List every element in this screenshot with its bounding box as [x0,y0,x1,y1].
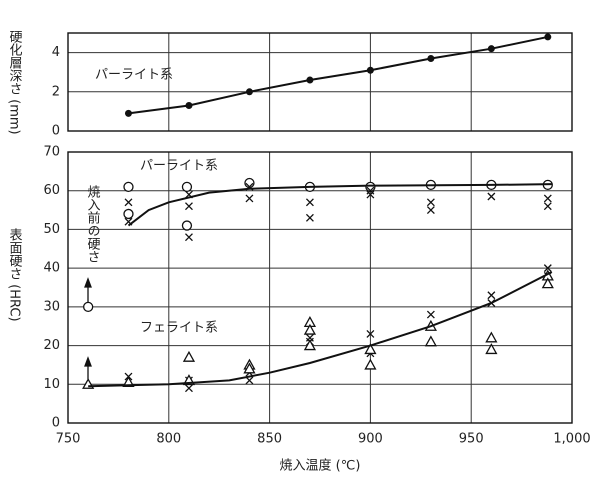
point [303,339,317,351]
point [543,264,552,273]
point [364,358,377,370]
point [303,323,317,335]
point [185,233,193,242]
point [185,202,193,211]
point [245,88,253,96]
point [124,109,132,117]
x-tick-label: 750 [56,432,81,447]
annotation: パーライト系 [140,159,218,174]
arrows [84,277,92,379]
curve [128,35,549,115]
y-tick-label: 4 [52,45,60,60]
point [364,343,377,355]
y-tick-label: 20 [43,338,60,353]
point [245,376,254,385]
point [122,376,135,387]
point [543,194,552,203]
x-tick-label: 1,000 [553,432,590,447]
point [185,102,193,110]
y-tick-label: 60 [43,183,60,198]
point [181,220,193,231]
point [485,331,498,343]
y-tick-label: 30 [43,299,60,314]
point [427,54,435,62]
point [426,198,435,207]
y-axis-title: 硬化層深さ (mm) [7,30,23,135]
plot-frame [67,151,573,424]
annotation: パーライト系 [95,68,173,83]
point [243,362,256,374]
y-axis-title: 表面硬さ (HRC) [7,228,23,322]
point [185,384,193,393]
point [123,181,134,192]
x-axis-title: 焼入温度 (℃) [280,458,361,474]
curve [88,271,553,388]
point [123,208,134,220]
point [543,202,552,211]
point [124,198,133,207]
point [541,277,554,289]
x-tick-label: 950 [459,432,484,447]
x-tick-label: 900 [358,432,383,447]
point [305,198,314,207]
y-tick-label: 50 [43,222,60,237]
point [305,213,314,222]
annotation: 焼入前の硬さ [85,185,101,263]
y-tick-label: 40 [43,261,60,276]
y-tick-label: 2 [52,84,60,99]
point [544,33,552,41]
point [245,194,254,203]
point [426,206,435,215]
y-tick-label: 0 [52,124,60,139]
point [366,190,375,199]
point [487,192,496,201]
point [366,329,375,338]
point [181,181,193,192]
point [306,76,314,84]
point [487,45,495,53]
point [487,291,496,300]
point [83,301,94,313]
x-tick-label: 800 [156,432,181,447]
plot-frame [67,32,573,132]
point [424,335,437,347]
point [485,343,498,355]
x-tick-label: 850 [257,432,282,447]
annotation: フェライト系 [140,321,218,336]
y-tick-label: 70 [43,145,60,160]
curve [127,183,552,227]
y-tick-label: 10 [43,377,60,392]
point [366,66,374,74]
y-tick-label: 0 [52,416,60,431]
point [182,350,196,362]
point [426,310,435,319]
